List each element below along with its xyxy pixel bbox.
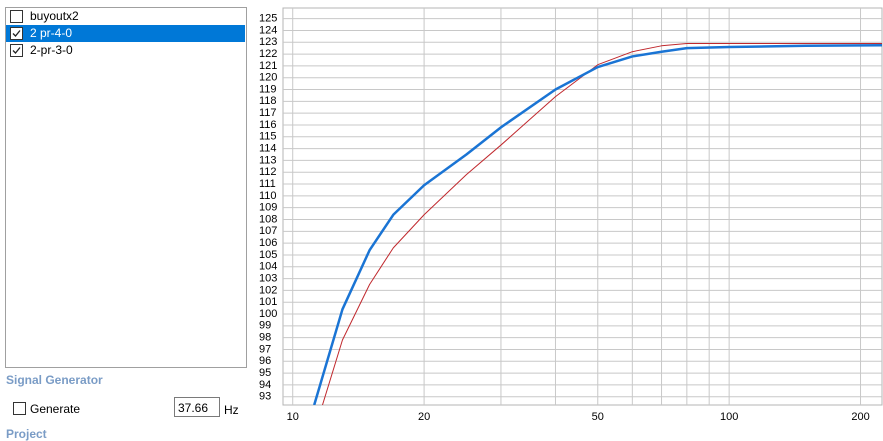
- y-tick-label: 115: [259, 131, 277, 143]
- x-tick-label: 100: [720, 411, 738, 423]
- generate-label[interactable]: Generate: [30, 402, 81, 416]
- y-tick-label: 109: [259, 202, 277, 214]
- section-title: Project: [6, 427, 47, 441]
- y-tick-label: 96: [259, 355, 271, 367]
- item-label: buyoutx2: [30, 9, 79, 23]
- y-tick-label: 107: [259, 225, 277, 237]
- item-label: 2 pr-4-0: [30, 26, 73, 40]
- y-tick-label: 121: [259, 60, 277, 72]
- generate-checkbox[interactable]: [13, 402, 26, 415]
- x-tick-label: 20: [418, 411, 430, 423]
- list-item[interactable]: buyoutx2: [6, 8, 246, 25]
- y-tick-label: 103: [259, 272, 277, 284]
- y-tick-label: 94: [259, 379, 271, 391]
- y-tick-label: 108: [259, 213, 277, 225]
- x-tick-label: 10: [287, 411, 299, 423]
- list-item[interactable]: 2 pr-4-0: [6, 25, 245, 42]
- y-tick-label: 113: [259, 154, 277, 166]
- y-tick-label: 122: [259, 48, 277, 60]
- y-tick-label: 117: [259, 107, 277, 119]
- y-tick-label: 111: [259, 178, 276, 190]
- item-checkbox[interactable]: [10, 10, 23, 23]
- y-tick-label: 101: [259, 296, 277, 308]
- y-tick-label: 114: [259, 143, 277, 155]
- item-checkbox[interactable]: [10, 27, 23, 40]
- x-tick-label: 50: [592, 411, 604, 423]
- x-tick-label: 200: [851, 411, 869, 423]
- y-tick-label: 125: [259, 13, 277, 25]
- y-tick-label: 116: [259, 119, 277, 131]
- y-tick-label: 119: [259, 83, 277, 95]
- y-tick-label: 118: [259, 95, 277, 107]
- file-list[interactable]: buyoutx2 2 pr-4-0 2-pr-3-0: [5, 7, 247, 368]
- y-tick-label: 95: [259, 367, 271, 379]
- check-mark: [12, 30, 21, 37]
- y-tick-label: 120: [259, 72, 277, 84]
- y-tick-label: 104: [259, 261, 277, 273]
- y-tick-label: 106: [259, 237, 277, 249]
- item-label: 2-pr-3-0: [30, 43, 73, 57]
- plot-area: [282, 7, 883, 406]
- y-tick-label: 93: [259, 391, 271, 403]
- y-tick-label: 99: [259, 320, 271, 332]
- y-tick-label: 102: [259, 284, 277, 296]
- unit-label: Hz: [224, 403, 239, 417]
- y-tick-label: 97: [259, 343, 271, 355]
- y-tick-label: 98: [259, 332, 271, 344]
- response-curve: [313, 43, 883, 405]
- check-mark: [12, 47, 21, 54]
- y-tick-label: 123: [259, 36, 277, 48]
- list-item[interactable]: 2-pr-3-0: [6, 42, 246, 59]
- y-tick-label: 105: [259, 249, 277, 261]
- y-tick-label: 100: [259, 308, 277, 320]
- y-tick-label: 110: [259, 190, 277, 202]
- response-curve: [322, 42, 882, 405]
- y-tick-label: 124: [259, 24, 277, 36]
- frequency-input[interactable]: 37.66: [174, 397, 220, 417]
- chart: 9394959697989910010110210310410510610710…: [259, 7, 883, 423]
- section-title: Signal Generator: [6, 373, 103, 387]
- y-tick-label: 112: [259, 166, 277, 178]
- item-checkbox[interactable]: [10, 44, 23, 57]
